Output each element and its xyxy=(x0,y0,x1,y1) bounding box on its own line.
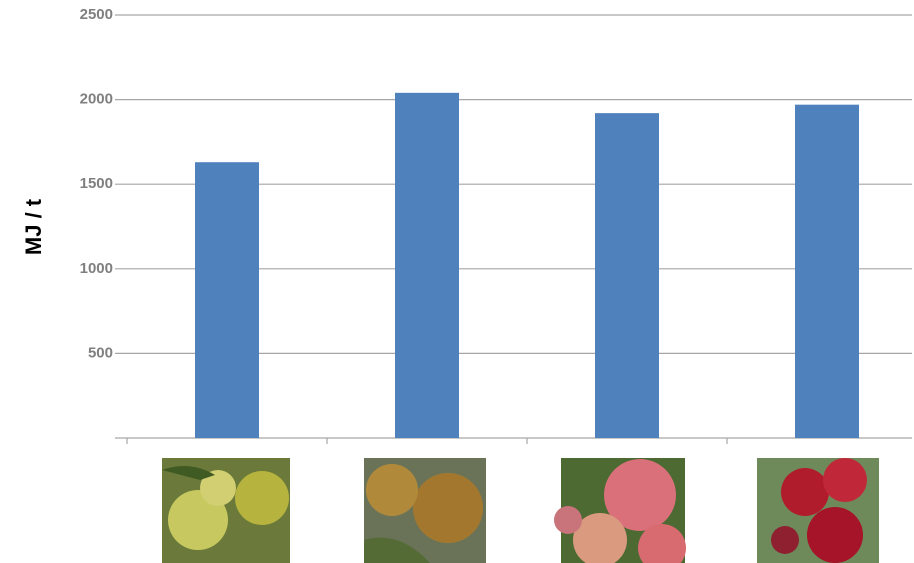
y-tick-label: 1500 xyxy=(80,175,113,192)
y-tick-label: 1000 xyxy=(80,260,113,277)
apple-photo xyxy=(554,458,686,563)
bar xyxy=(595,113,659,439)
y-tick-label: 2000 xyxy=(80,91,113,108)
apple-photo xyxy=(757,458,879,563)
bar xyxy=(195,162,259,439)
y-tick-label: 2500 xyxy=(80,6,113,23)
bar xyxy=(795,104,859,439)
y-axis-label: MJ / t xyxy=(21,198,46,255)
category-images xyxy=(162,458,879,563)
apple-photo xyxy=(162,458,290,563)
y-tick-label: 500 xyxy=(88,344,113,361)
bar xyxy=(395,92,459,438)
apple-photo xyxy=(364,458,486,563)
